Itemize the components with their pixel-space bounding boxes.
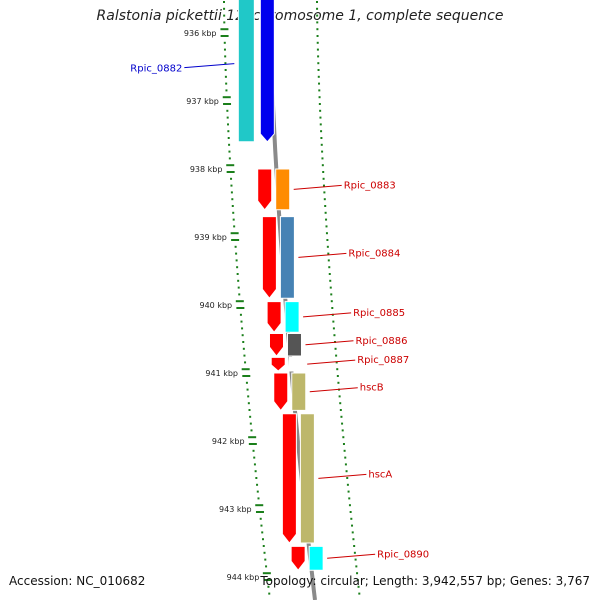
map-title: Ralstonia pickettii 12J chromosome 1, co… xyxy=(96,8,504,24)
gene-label-leader xyxy=(309,387,358,393)
gene-category-bar[interactable] xyxy=(275,168,291,211)
cds-reverse-arrow[interactable] xyxy=(261,216,277,300)
gene-label-leader xyxy=(307,359,356,365)
gene-label[interactable]: Rpic_0886 xyxy=(355,336,407,347)
gene-label-leader xyxy=(184,63,235,69)
cds-reverse-arrow[interactable] xyxy=(268,333,284,357)
gene-label-leader xyxy=(298,252,347,258)
gene-label-leader xyxy=(293,184,342,190)
gene-label-leader xyxy=(303,312,352,318)
gene-category-bar[interactable] xyxy=(308,545,324,571)
scale-label: 941 kbp xyxy=(205,369,238,378)
scale-label: 939 kbp xyxy=(194,233,227,242)
gene-label-leader xyxy=(305,340,354,346)
gene-label[interactable]: Rpic_0883 xyxy=(344,180,396,191)
scale-label: 937 kbp xyxy=(186,97,219,106)
cds-reverse-arrow[interactable] xyxy=(270,356,286,372)
cds-reverse-arrow[interactable] xyxy=(257,168,273,211)
gene-label-leader xyxy=(327,553,376,559)
gene-label[interactable]: Rpic_0882 xyxy=(130,64,182,75)
scale-label: 936 kbp xyxy=(184,29,217,38)
cds-reverse-arrow[interactable] xyxy=(273,372,289,412)
gene-category-bar[interactable] xyxy=(237,0,255,143)
gene-label-leader xyxy=(318,473,367,479)
scale-label: 944 kbp xyxy=(227,573,260,582)
scale-label: 943 kbp xyxy=(219,505,252,514)
cds-reverse-arrow[interactable] xyxy=(266,301,282,334)
cds-reverse-arrow[interactable] xyxy=(290,545,306,572)
gene-label[interactable]: hscB xyxy=(360,383,384,394)
gene-label[interactable]: Rpic_0887 xyxy=(357,355,409,366)
gene-label[interactable]: hscA xyxy=(368,469,392,480)
gene-category-bar[interactable] xyxy=(286,333,302,357)
gene-category-bar[interactable] xyxy=(279,216,295,299)
gene-label[interactable]: Rpic_0890 xyxy=(377,549,429,560)
gene-category-bar[interactable] xyxy=(291,372,307,411)
gene-category-bar[interactable] xyxy=(284,301,300,333)
topology-label: Topology: circular; Length: 3,942,557 bp… xyxy=(260,574,590,588)
scale-label: 942 kbp xyxy=(212,437,245,446)
cds-reverse-arrow[interactable] xyxy=(281,413,297,544)
scale-label: 940 kbp xyxy=(200,301,233,310)
accession-label: Accession: NC_010682 xyxy=(9,574,146,588)
gene-category-bar[interactable] xyxy=(299,413,315,544)
scale-label: 938 kbp xyxy=(190,165,223,174)
gene-category-bar[interactable] xyxy=(288,356,304,372)
cds-forward-arrow[interactable] xyxy=(259,0,275,143)
gene-label[interactable]: Rpic_0885 xyxy=(353,308,405,319)
gene-label[interactable]: Rpic_0884 xyxy=(348,248,400,259)
